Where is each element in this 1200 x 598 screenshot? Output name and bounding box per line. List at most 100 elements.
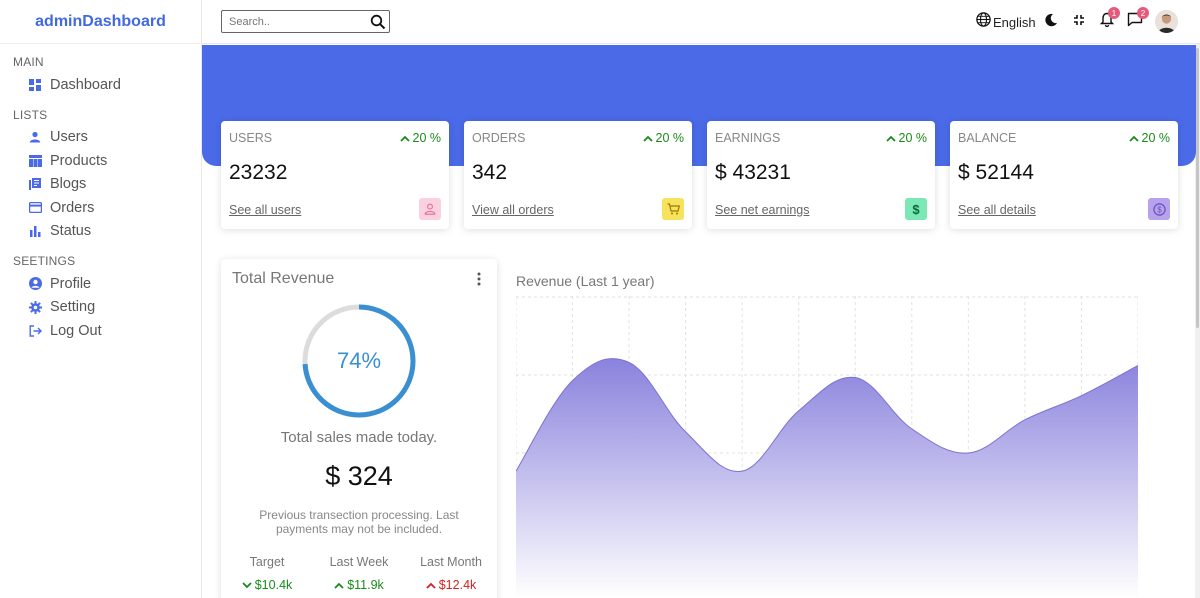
stat-value: $12.4k — [405, 578, 497, 592]
chevron-up-icon — [885, 131, 896, 145]
widget-link[interactable]: View all orders — [472, 203, 554, 217]
stat-label: Last Week — [329, 555, 389, 569]
dashboard-icon — [28, 78, 42, 92]
sidebar-item-label: Setting — [50, 299, 96, 316]
sidebar-item-profile[interactable]: Profile — [0, 272, 201, 296]
widget-percentage: 20 % — [399, 131, 442, 145]
revenue-area-chart — [516, 296, 1138, 598]
widget-balance: BALANCE 20 % $ 52144 See all details $ — [950, 121, 1178, 229]
sidebar-item-label: Products — [50, 152, 108, 169]
sidebar: adminDashboard MAIN Dashboard LISTS User… — [0, 0, 202, 598]
sidebar-item-label: Orders — [50, 199, 95, 216]
chevron-up-icon — [399, 131, 410, 145]
sidebar-item-products[interactable]: Products — [0, 149, 201, 173]
revenue-amount: $ 324 — [325, 461, 393, 491]
gear-icon — [28, 300, 42, 314]
sidebar-item-label: Status — [50, 223, 92, 240]
widget-percentage: 20 % — [642, 131, 685, 145]
credit-card-icon — [28, 201, 42, 215]
stat-target: Target $10.4k — [221, 555, 313, 592]
sidebar-item-orders[interactable]: Orders — [0, 196, 201, 220]
widget-percentage-value: 20 % — [898, 131, 928, 145]
globe-icon — [976, 12, 991, 32]
account-circle-icon — [28, 277, 42, 291]
chevron-down-icon — [242, 578, 252, 592]
sidebar-item-logout[interactable]: Log Out — [0, 319, 201, 343]
chart-line — [516, 358, 1138, 472]
stat-value: $10.4k — [221, 578, 313, 592]
cart-icon — [662, 198, 684, 220]
person-icon — [28, 130, 42, 144]
search-icon[interactable] — [370, 14, 386, 30]
sidebar-item-dashboard[interactable]: Dashboard — [0, 73, 201, 97]
dark-mode-toggle[interactable] — [1043, 11, 1059, 33]
messages-badge: 2 — [1137, 7, 1149, 19]
widget-value: 342 — [472, 161, 508, 184]
sidebar-item-users[interactable]: Users — [0, 126, 201, 150]
sidebar-item-setting[interactable]: Setting — [0, 296, 201, 320]
scrollbar-thumb[interactable] — [1196, 48, 1199, 328]
sidebar-item-label: Blogs — [50, 176, 87, 193]
sidebar-item-blogs[interactable]: Blogs — [0, 173, 201, 197]
chevron-up-icon — [334, 578, 344, 592]
library-books-icon — [28, 177, 42, 191]
more-vertical-icon[interactable] — [475, 271, 483, 287]
widget-title: USERS — [229, 131, 273, 145]
widget-percentage-value: 20 % — [655, 131, 685, 145]
store-icon — [28, 154, 42, 168]
stat-value-text: $10.4k — [254, 578, 293, 592]
language-label: English — [993, 14, 1036, 30]
widget-value: $ 43231 — [715, 161, 791, 184]
notifications-button[interactable]: 1 — [1099, 7, 1120, 33]
widget-percentage-value: 20 % — [1141, 131, 1171, 145]
revenue-subtitle: Total sales made today. — [280, 429, 438, 446]
total-revenue-card: Total Revenue 74% Total sales made today… — [221, 259, 497, 598]
widget-title: EARNINGS — [715, 131, 781, 145]
sidebar-item-label: Users — [50, 129, 88, 146]
search-box[interactable] — [221, 10, 390, 33]
widget-earnings: EARNINGS 20 % $ 43231 See net earnings $ — [707, 121, 935, 229]
widget-title: ORDERS — [472, 131, 526, 145]
revenue-stats: Target $10.4k Last Week $11.9k Last Mont… — [221, 555, 497, 592]
stat-value: $11.9k — [313, 578, 405, 592]
widget-percentage: 20 % — [885, 131, 928, 145]
widget-link[interactable]: See all users — [229, 203, 302, 217]
stat-last-week: Last Week $11.9k — [313, 555, 405, 592]
chevron-up-icon — [642, 131, 653, 145]
page-scrollbar[interactable] — [1195, 44, 1200, 598]
sidebar-item-label: Log Out — [50, 322, 102, 339]
coin-icon: $ — [1148, 198, 1170, 220]
stat-value-text: $12.4k — [438, 578, 477, 592]
stat-value-text: $11.9k — [347, 578, 384, 592]
stat-label: Last Month — [420, 555, 482, 569]
topbar: English 1 2 — [202, 0, 1200, 44]
widget-value: 23232 — [229, 161, 288, 184]
widget-percentage-value: 20 % — [412, 131, 442, 145]
logo[interactable]: adminDashboard — [0, 0, 201, 44]
widget-title: BALANCE — [958, 131, 1017, 145]
revenue-note: Previous transection processing. Last pa… — [259, 508, 459, 536]
sidebar-item-label: Profile — [50, 275, 92, 292]
chevron-up-icon — [1128, 131, 1139, 145]
progress-ring — [302, 304, 416, 418]
svg-text:$: $ — [1157, 205, 1162, 214]
fullscreen-exit-button[interactable] — [1071, 11, 1087, 33]
widget-orders: ORDERS 20 % 342 View all orders — [464, 121, 692, 229]
logo-text[interactable]: adminDashboard — [35, 12, 166, 30]
widget-link[interactable]: See net earnings — [715, 203, 810, 217]
chart-area — [516, 358, 1138, 598]
language-selector[interactable]: English — [976, 11, 1036, 33]
avatar[interactable] — [1155, 10, 1178, 33]
widget-value: $ 52144 — [958, 161, 1034, 184]
widget-link[interactable]: See all details — [958, 203, 1036, 217]
sidebar-item-status[interactable]: Status — [0, 220, 201, 244]
messages-button[interactable]: 2 — [1126, 7, 1149, 33]
progress-percent: 74% — [336, 348, 382, 373]
moon-icon — [1044, 13, 1058, 32]
widget-percentage: 20 % — [1128, 131, 1171, 145]
section-title-lists: LISTS — [13, 107, 48, 122]
search-input[interactable] — [222, 15, 362, 28]
stat-last-month: Last Month $12.4k — [405, 555, 497, 592]
dollar-icon: $ — [905, 198, 927, 220]
chart-title: Revenue (Last 1 year) — [516, 273, 655, 289]
